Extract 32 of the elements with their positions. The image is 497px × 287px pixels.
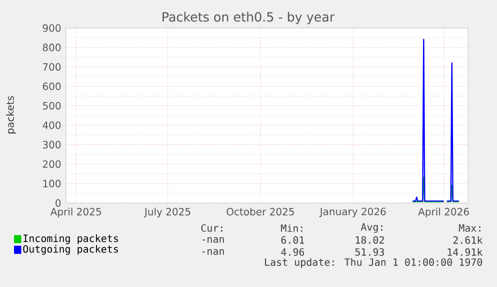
y-tick-label: 500 <box>42 102 61 110</box>
text: 6.01 <box>281 236 304 244</box>
x-tick-label: April 2026 <box>418 208 469 218</box>
y-tick-label: 700 <box>43 63 61 71</box>
y-tick-label: 400 <box>42 121 61 130</box>
y-tick-label: 100 <box>43 180 61 188</box>
y-tick-label: 600 <box>42 82 61 90</box>
text: Avg: <box>360 223 382 233</box>
y-axis-title: packets <box>6 96 16 134</box>
text: Cur: <box>201 224 222 232</box>
text: 14.91k <box>448 248 483 256</box>
y-tick-label: 200 <box>42 160 61 168</box>
text: -nan <box>202 249 224 255</box>
x-tick-label: July 2025 <box>144 208 190 218</box>
text: Min: <box>281 224 302 232</box>
y-tick-label: 0 <box>56 199 61 207</box>
text: 18.02 <box>356 236 384 244</box>
text: -nan <box>202 237 224 243</box>
x-tick-label: October 2025 <box>226 208 294 216</box>
text: 4.96 <box>281 248 304 256</box>
text: Last update: Thu Jan 1 01:00:00 1970 <box>265 258 482 268</box>
text: 51.93 <box>355 248 384 256</box>
legend-label: Outgoing packets <box>23 245 118 255</box>
text: 2.61k <box>453 236 483 244</box>
legend-label: Incoming packets <box>24 234 118 244</box>
y-tick-label: 800 <box>42 44 61 52</box>
text: Max: <box>459 224 480 232</box>
chart-title: Packets on eth0.5 - by year <box>162 12 335 24</box>
y-tick-label: 300 <box>42 140 61 148</box>
x-tick-label: January 2026 <box>319 208 386 218</box>
y-tick-label: 900 <box>42 24 61 32</box>
x-tick-label: April 2025 <box>50 208 101 218</box>
